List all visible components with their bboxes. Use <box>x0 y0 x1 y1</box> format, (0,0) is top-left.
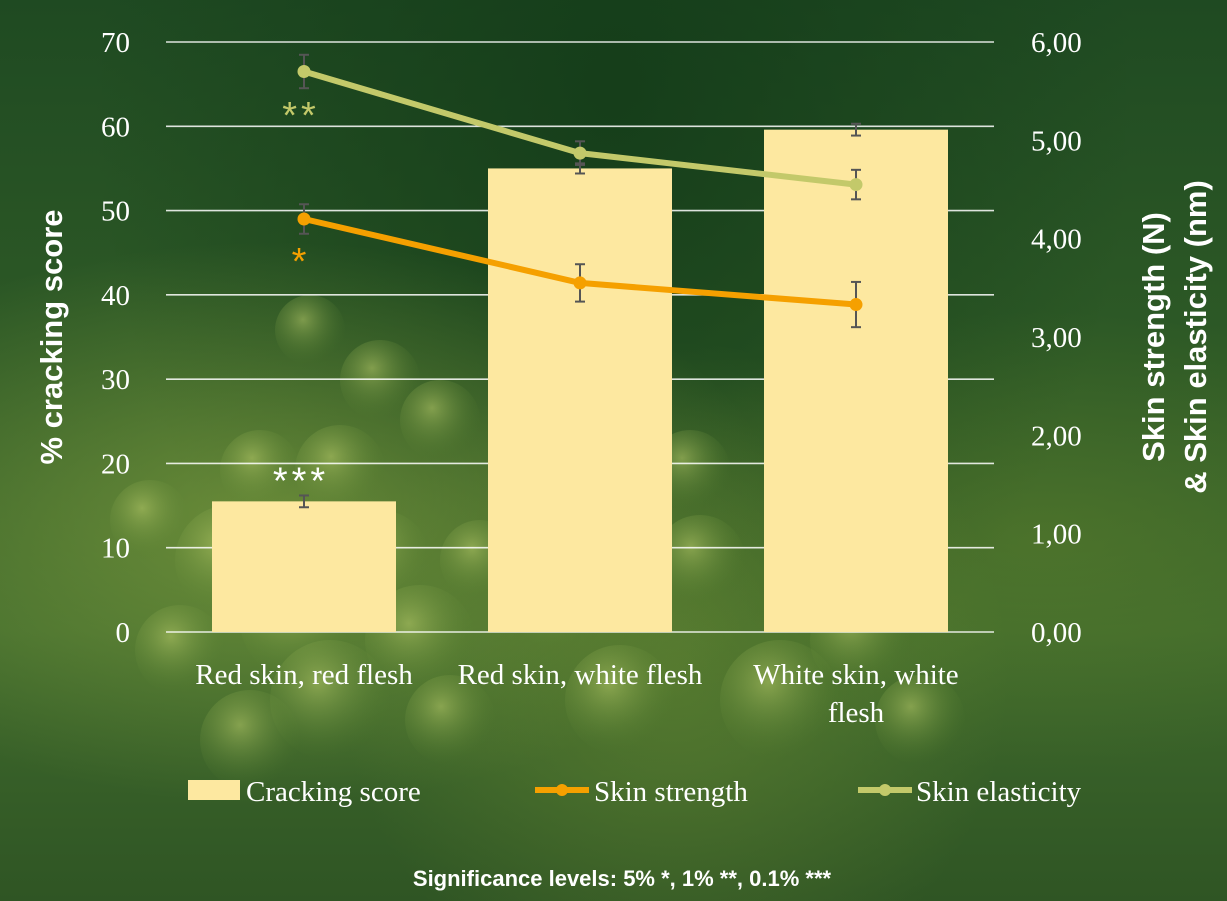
grape-decor <box>295 425 385 515</box>
legend: Cracking score Skin strength Skin elasti… <box>188 776 1082 808</box>
point-skin-strength <box>849 298 863 312</box>
point-skin-elasticity <box>297 65 311 78</box>
x-category-label: Red skin, white flesh <box>458 659 703 691</box>
grape-decor <box>340 340 420 420</box>
legend-label-skin-elasticity: Skin elasticity <box>916 776 1082 808</box>
series-points <box>297 65 863 312</box>
y-tick-label: 10 <box>101 533 130 565</box>
point-skin-strength <box>297 212 311 226</box>
y-tick-label: 50 <box>101 196 130 228</box>
y-tick-label: 30 <box>101 364 130 396</box>
grape-decor <box>655 515 745 605</box>
legend-swatch-cracking-score <box>188 780 240 800</box>
grape-decor <box>275 295 345 365</box>
y2-axis-ticks: 0,00 1,00 2,00 3,00 4,00 5,00 6,00 <box>1031 27 1082 649</box>
point-skin-elasticity <box>849 178 863 192</box>
grape-decor <box>135 605 225 695</box>
significance-markers: ****** <box>273 95 329 502</box>
y2-tick-label: 2,00 <box>1031 420 1082 452</box>
legend-label-cracking-score: Cracking score <box>246 776 421 808</box>
bar-cracking-score <box>212 501 396 632</box>
significance-marker-skin-elasticity: ** <box>282 95 320 137</box>
y-tick-label: 60 <box>101 111 130 143</box>
significance-marker-cracking-score: *** <box>273 460 329 502</box>
y2-tick-label: 4,00 <box>1031 224 1082 256</box>
y-tick-label: 40 <box>101 280 130 312</box>
point-skin-elasticity <box>573 146 587 160</box>
y2-axis-title-line1: Skin strength (N) <box>1136 212 1171 462</box>
grape-decor <box>720 640 840 760</box>
y-tick-label: 70 <box>101 27 130 59</box>
y-axis-ticks: 0 10 20 30 40 50 60 70 <box>101 27 130 649</box>
grape-decor <box>400 380 480 460</box>
y2-tick-label: 6,00 <box>1031 27 1082 59</box>
grape-decor <box>405 675 495 765</box>
bars <box>212 129 948 632</box>
grape-decor <box>875 675 965 765</box>
grape-decor <box>110 480 190 560</box>
y2-tick-label: 1,00 <box>1031 519 1082 551</box>
legend-marker-skin-strength <box>556 784 568 796</box>
legend-marker-skin-elasticity <box>879 784 891 796</box>
y-tick-label: 0 <box>116 617 131 649</box>
y2-axis-title-line2: & Skin elasticity (nm) <box>1178 180 1213 494</box>
y-axis-title: % cracking score <box>34 209 69 464</box>
bar-cracking-score <box>488 168 672 632</box>
x-axis-categories: Red skin, red flesh Red skin, white flesh… <box>195 659 958 729</box>
grape-decor <box>565 645 675 755</box>
y2-tick-label: 0,00 <box>1031 617 1082 649</box>
error-bars <box>299 53 861 509</box>
grape-decor <box>220 430 300 510</box>
significance-footnote: Significance levels: 5% *, 1% **, 0.1% *… <box>413 866 832 891</box>
y2-tick-label: 3,00 <box>1031 322 1082 354</box>
legend-label-skin-strength: Skin strength <box>594 776 748 808</box>
x-category-label: White skin, white flesh <box>753 659 958 729</box>
bar-cracking-score <box>764 129 948 632</box>
grape-decor <box>200 690 300 790</box>
significance-marker-skin-strength: * <box>292 241 311 283</box>
y-tick-label: 20 <box>101 448 130 480</box>
point-skin-strength <box>573 276 587 290</box>
grape-decor <box>270 640 390 760</box>
y2-tick-label: 5,00 <box>1031 125 1082 157</box>
x-category-label: Red skin, red flesh <box>195 659 413 691</box>
